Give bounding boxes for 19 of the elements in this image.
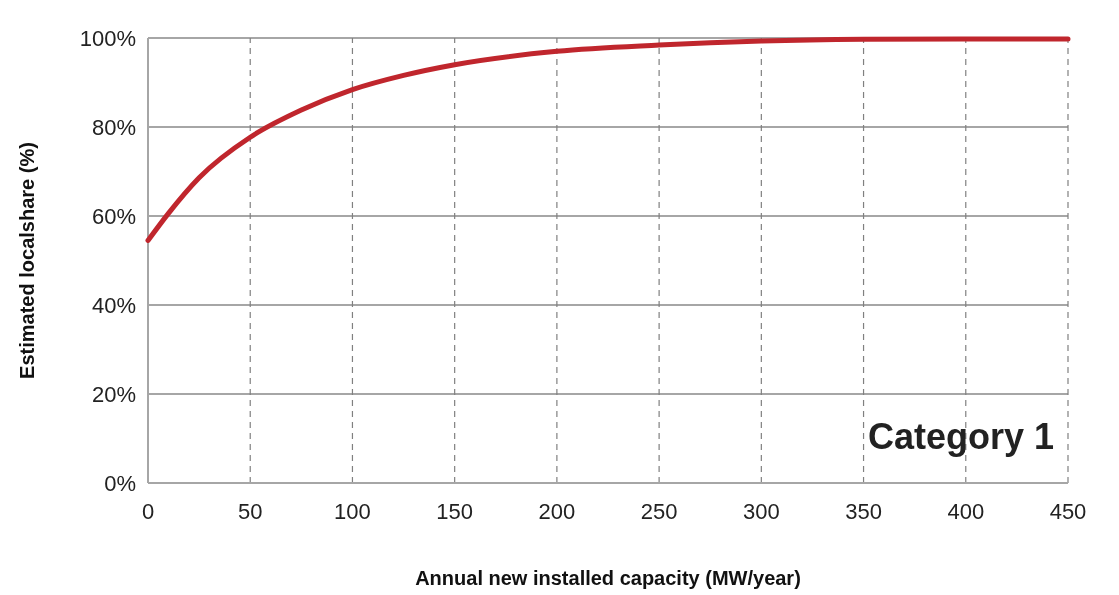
x-tick-label: 400	[947, 499, 985, 524]
x-tick-label: 100	[334, 499, 371, 524]
y-axis-title: Estimated localshare (%)	[16, 142, 38, 379]
x-tick-label: 350	[845, 499, 882, 524]
x-tick-label: 50	[237, 499, 263, 524]
y-tick-label: 80%	[91, 114, 136, 140]
y-tick-label: 20%	[91, 381, 136, 407]
y-tick-label: 40%	[91, 292, 136, 318]
annotation: Category 1	[867, 416, 1054, 457]
x-tick-label: 200	[538, 499, 576, 524]
x-tick-label: 450	[1049, 499, 1087, 524]
x-tick-label: 150	[436, 499, 474, 524]
x-tick-label: 250	[640, 499, 678, 524]
x-axis-title: Annual new installed capacity (MW/year)	[415, 567, 801, 589]
x-tick-label: 0	[141, 499, 155, 524]
y-tick-label: 100%	[79, 25, 136, 51]
y-tick-label: 0%	[104, 470, 136, 496]
x-tick-label: 300	[742, 499, 780, 524]
y-tick-label: 60%	[91, 203, 136, 229]
